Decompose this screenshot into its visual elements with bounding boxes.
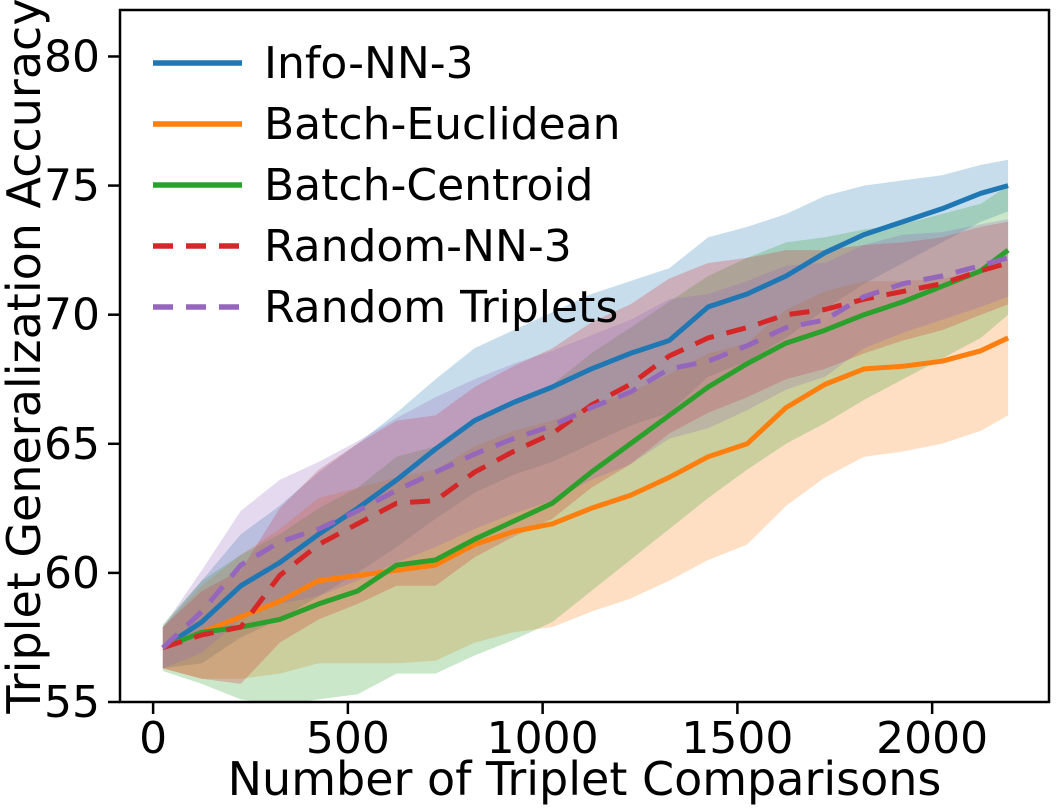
band-info-nn-3: [162, 159, 1009, 669]
legend-label-batch-centroid: Batch-Centroid: [264, 160, 593, 211]
y-tick-label: 75: [44, 161, 100, 212]
x-tick-label: 2000: [876, 713, 988, 764]
series-line-info-nn-3: [161, 183, 1009, 650]
y-tick-label: 80: [44, 31, 100, 82]
legend: Info-NN-3 Batch-Euclidean Batch-Centroid Ra…: [153, 38, 621, 333]
plot-border: [118, 8, 1051, 704]
legend-label-batch-euclidean: Batch-Euclidean: [264, 99, 621, 150]
y-axis: 55 60 65 70 75 80: [44, 31, 120, 728]
band-random-triplets: [162, 219, 1009, 669]
y-tick-label: 65: [44, 419, 100, 470]
x-tick-label: 0: [139, 713, 167, 764]
y-tick-label: 70: [44, 290, 100, 341]
series-line-random-triplets: [161, 255, 1009, 650]
series-lines: [161, 183, 1010, 651]
legend-label-random-triplets: Random Triplets: [264, 282, 618, 333]
x-tick-label: 1500: [681, 713, 793, 764]
x-axis-label: Number of Triplet Comparisons: [228, 752, 942, 806]
x-tick-label: 500: [306, 713, 390, 764]
y-tick-label: 55: [44, 677, 100, 728]
y-axis-label: Triplet Generalization Accuracy: [0, 0, 51, 715]
legend-label-random-nn-3: Random-NN-3: [264, 221, 572, 272]
x-axis: 0 500 1000 1500 2000: [139, 702, 988, 764]
series-line-batch-euclidean: [161, 335, 1010, 651]
legend-label-info-nn-3: Info-NN-3: [264, 38, 474, 89]
series-line-batch-centroid: [161, 248, 1010, 651]
y-tick-label: 60: [44, 548, 100, 599]
x-tick-label: 1000: [487, 713, 599, 764]
